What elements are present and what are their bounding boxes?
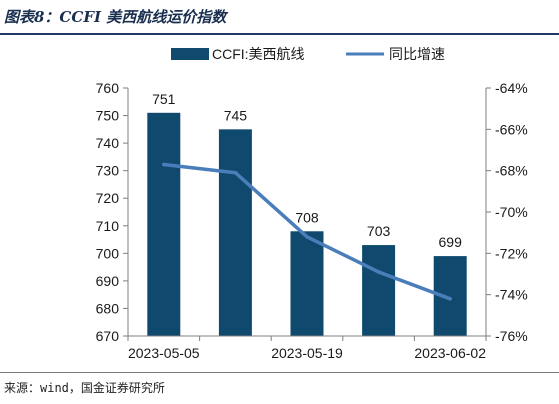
right-tick-label-3: -68%	[495, 163, 528, 179]
left-tick-label-5: 720	[96, 190, 120, 206]
bar-data-label-3: 708	[295, 209, 319, 225]
left-tick-label-7: 700	[96, 245, 120, 261]
left-ticks: 760 750 740 730 720 710 700 690 680 670	[96, 80, 128, 344]
left-tick-label-8: 690	[96, 273, 120, 289]
right-tick-label-4: -70%	[495, 204, 528, 220]
right-tick-label-1: -64%	[495, 80, 528, 96]
bar-data-label-2: 745	[224, 107, 248, 123]
x-ticks: 2023-05-05 2023-05-19 2023-06-02	[127, 336, 487, 361]
title-rule	[0, 33, 559, 35]
legend-label-bar: CCFI:美西航线	[212, 46, 305, 62]
legend-swatch-bar	[171, 48, 209, 60]
right-ticks: -64% -66% -68% -70% -72% -74% -76%	[486, 80, 528, 344]
legend-label-line: 同比增速	[389, 46, 445, 62]
left-tick-label-9: 680	[96, 300, 120, 316]
left-tick-label-10: 670	[96, 328, 120, 344]
bar-4	[362, 245, 396, 336]
source-rule	[0, 372, 559, 373]
x-tick-label-2: 2023-05-19	[271, 345, 343, 361]
figure-title: 图表8：CCFI 美西航线运价指数	[4, 8, 227, 26]
left-tick-label-3: 740	[96, 135, 120, 151]
right-tick-label-5: -72%	[495, 245, 528, 261]
x-tick-label-1: 2023-05-05	[128, 345, 200, 361]
bar-data-label-4: 703	[367, 223, 391, 239]
line-point-5	[448, 297, 453, 301]
x-tick-label-3: 2023-06-02	[414, 345, 486, 361]
bar-data-label-1: 751	[152, 91, 176, 107]
left-tick-label-2: 750	[96, 108, 120, 124]
bar-labels: 751 745 708 703 699	[152, 91, 462, 250]
line-point-2	[233, 170, 238, 175]
right-tick-label-6: -74%	[495, 287, 528, 303]
left-tick-label-4: 730	[96, 163, 120, 179]
bar-3	[290, 231, 324, 336]
legend: CCFI:美西航线 同比增速	[171, 46, 445, 62]
left-tick-label-6: 710	[96, 218, 120, 234]
line-layer	[162, 162, 453, 301]
right-tick-label-2: -66%	[495, 121, 528, 137]
line-point-1	[162, 162, 166, 167]
bar-data-label-5: 699	[439, 234, 463, 250]
left-tick-label-1: 760	[96, 80, 120, 96]
line-point-3	[305, 235, 309, 239]
bars	[147, 112, 467, 336]
bar-2	[218, 129, 252, 336]
line-point-4	[376, 270, 381, 274]
source-note: 来源：wind，国金证券研究所	[4, 381, 165, 395]
bar-1	[147, 112, 181, 336]
right-tick-label-7: -76%	[495, 328, 528, 344]
